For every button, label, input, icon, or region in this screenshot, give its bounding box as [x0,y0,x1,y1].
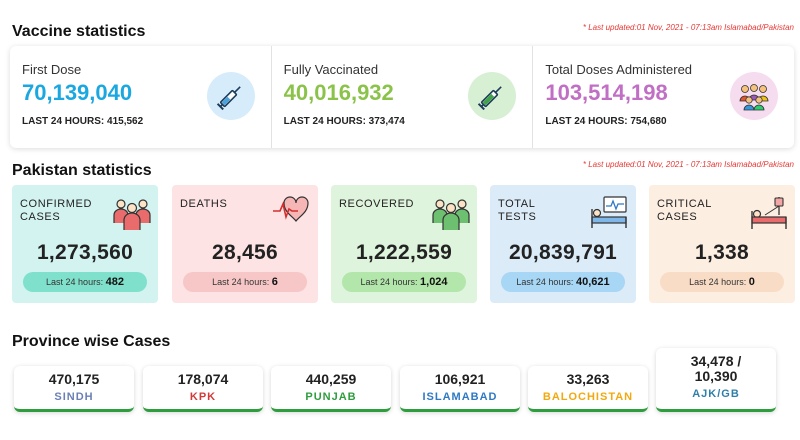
stat-label: DEATHS [180,198,228,210]
vaccine-heading: Vaccine statistics [12,23,146,40]
vaccine-panel: First Dose 70,139,040 LAST 24 HOURS: 415… [10,46,794,148]
province-value: 34,478 / 10,390 [690,353,742,384]
stat-last-24h-pill: Last 24 hours: 1,024 [342,272,466,292]
stat-value: 1,273,560 [36,241,134,264]
province-value: 440,259 [305,371,357,387]
province-card-punjab[interactable]: 440,259 PUNJAB [271,366,391,412]
province-name: KPK [189,391,217,403]
vaccine-last-24h: LAST 24 HOURS: 415,562 [22,116,144,127]
vaccine-label: Fully Vaccinated [283,62,379,77]
stat-last-24h-pill: Last 24 hours: 482 [23,272,147,292]
province-value: 33,263 [566,371,610,387]
province-value: 470,175 [48,371,100,387]
stat-card-total-tests: TOTAL TESTS 20,839,791 Last 24 hours: 40… [490,185,636,303]
province-value: 106,921 [434,371,486,387]
province-card-ajk-gb[interactable]: 34,478 / 10,390 AJK/GB [656,348,776,412]
monitor-patient-icon [590,195,628,229]
province-name: BALOCHISTAN [542,391,634,403]
province-card-balochistan[interactable]: 33,263 BALOCHISTAN [528,366,648,412]
stat-label: CONFIRMED CASES [20,198,93,223]
vaccine-value: 70,139,040 [22,80,133,105]
stat-value: 28,456 [211,241,279,264]
vaccine-card-fully-vaccinated: Fully Vaccinated 40,016,932 LAST 24 HOUR… [270,46,533,148]
province-value: 178,074 [177,371,229,387]
stat-label: RECOVERED [339,198,415,210]
vaccine-card-first-dose: First Dose 70,139,040 LAST 24 HOURS: 415… [10,46,271,148]
province-name: SINDH [54,391,94,403]
province-card-islamabad[interactable]: 106,921 ISLAMABAD [400,366,520,412]
vaccine-last-24h: LAST 24 HOURS: 373,474 [283,116,405,127]
stat-card-recovered: RECOVERED 1,222,559 Last 24 hours: 1,024 [331,185,477,303]
vaccine-card-total-doses: Total Doses Administered 103,514,198 LAS… [532,46,794,148]
stat-card-critical: CRITICAL CASES 1,338 Last 24 hours: 0 [649,185,795,303]
stat-label: TOTAL TESTS [498,198,537,223]
vaccine-last-24h: LAST 24 HOURS: 754,680 [545,116,667,127]
vaccine-label: Total Doses Administered [545,62,693,77]
stat-card-deaths: DEATHS 28,456 Last 24 hours: 6 [172,185,318,303]
people-icon [112,195,151,230]
people-icon [431,195,470,230]
stat-last-24h-pill: Last 24 hours: 40,621 [501,272,625,292]
vaccine-last-updated: * Last updated:01 Nov, 2021 - 07:13am Is… [582,23,794,32]
syringe-icon [468,72,517,120]
province-card-kpk[interactable]: 178,074 KPK [143,366,263,412]
syringe-icon [206,72,255,120]
pakistan-last-updated: * Last updated:01 Nov, 2021 - 07:13am Is… [582,160,794,169]
stat-label: CRITICAL CASES [657,198,712,223]
stat-last-24h-pill: Last 24 hours: 6 [183,272,307,292]
vaccine-label: First Dose [22,62,82,77]
crowd-icon [730,72,779,120]
pakistan-heading: Pakistan statistics [12,162,152,179]
heartbeat-icon [272,195,310,229]
province-name: ISLAMABAD [422,391,498,403]
stat-last-24h-pill: Last 24 hours: 0 [660,272,784,292]
stat-value: 1,222,559 [355,241,453,264]
vaccine-value: 103,514,198 [545,80,668,105]
stat-card-confirmed: CONFIRMED CASES 1,273,560 Last 24 hours:… [12,185,158,303]
stat-value: 20,839,791 [508,241,618,264]
province-heading: Province wise Cases [12,333,171,350]
hospital-bed-icon [749,195,787,229]
province-name: AJK/GB [692,388,740,400]
vaccine-value: 40,016,932 [283,80,394,105]
stat-value: 1,338 [694,241,750,264]
province-name: PUNJAB [305,391,357,403]
province-card-sindh[interactable]: 470,175 SINDH [14,366,134,412]
